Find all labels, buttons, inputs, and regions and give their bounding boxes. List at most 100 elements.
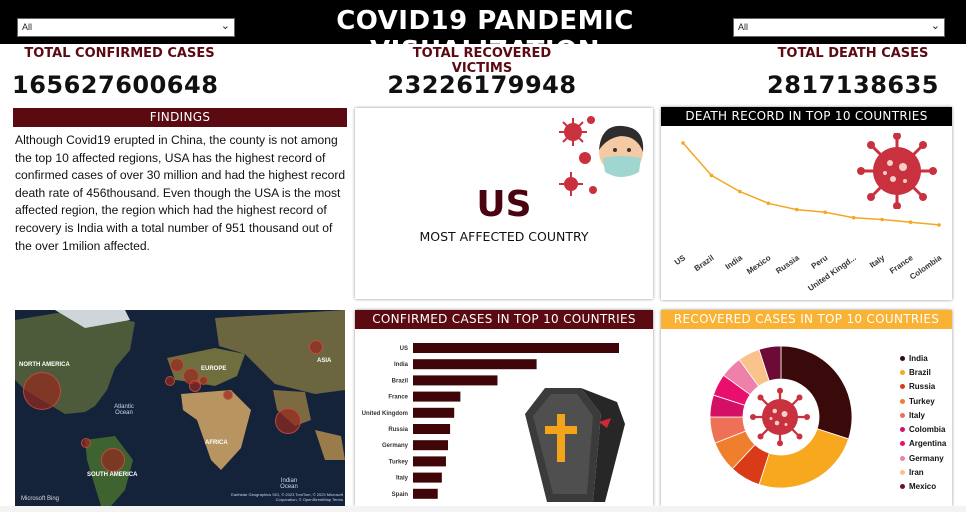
- confirmed-bar[interactable]: [413, 375, 498, 386]
- map-label-north-america: NORTH AMERICA: [19, 362, 70, 368]
- legend-item[interactable]: Turkey: [900, 394, 946, 408]
- legend-swatch: [900, 470, 905, 476]
- legend-swatch: [900, 369, 905, 375]
- recovered-donut-chart[interactable]: [661, 310, 952, 506]
- map-label-atlantic: Atlantic Ocean: [114, 404, 134, 416]
- chevron-down-icon: ⌄: [930, 20, 940, 32]
- legend-item[interactable]: India: [900, 351, 946, 365]
- legend-label: Iran: [909, 468, 924, 478]
- legend-item[interactable]: Iran: [900, 465, 946, 479]
- page-footer-strip: [0, 506, 966, 512]
- confirmed-y-tick-label: Italy: [396, 476, 409, 482]
- death-x-tick-label: Italy: [868, 253, 887, 270]
- legend-label: Russia: [909, 382, 936, 392]
- confirmed-bar[interactable]: [413, 359, 537, 370]
- legend-swatch: [900, 455, 905, 461]
- map-bubble[interactable]: [309, 340, 323, 354]
- death-data-point[interactable]: [738, 189, 742, 194]
- death-record-card[interactable]: DEATH RECORD IN TOP 10 COUNTRIES US Brazi…: [661, 107, 952, 300]
- world-map[interactable]: NORTH AMERICA EUROPE ASIA AFRICA SOUTH A…: [15, 310, 345, 506]
- map-label-south-america: SOUTH AMERICA: [87, 472, 138, 478]
- death-data-point[interactable]: [823, 210, 828, 215]
- confirmed-y-tick-label: Spain: [392, 492, 409, 498]
- most-affected-card[interactable]: US MOST AFFECTED COUNTRY: [355, 108, 653, 299]
- confirmed-cases-card[interactable]: CONFIRMED CASES IN TOP 10 COUNTRIES US In…: [355, 310, 653, 506]
- legend-label: India: [909, 353, 928, 363]
- findings-header: FINDINGS: [13, 108, 347, 127]
- recovered-slice[interactable]: [758, 345, 782, 382]
- legend-item[interactable]: Germany: [900, 451, 946, 465]
- recovered-slice[interactable]: [780, 345, 853, 440]
- kpi-death-value: 2817138635: [767, 71, 939, 99]
- coffin-icon: [525, 388, 625, 502]
- death-x-tick-label: Mexico: [745, 253, 772, 276]
- map-bubble[interactable]: [170, 358, 184, 372]
- death-data-point[interactable]: [794, 207, 799, 212]
- confirmed-bar[interactable]: [413, 424, 451, 434]
- map-copyright: Earthstar Geographics SIO, © 2023 TomTom…: [231, 492, 343, 502]
- map-bubble[interactable]: [101, 448, 125, 472]
- confirmed-bar[interactable]: [413, 407, 455, 418]
- map-label-africa: AFRICA: [205, 440, 228, 446]
- legend-item[interactable]: Argentina: [900, 437, 946, 451]
- death-data-point[interactable]: [709, 173, 714, 178]
- confirmed-y-tick-label: United Kingdom: [362, 411, 408, 417]
- death-data-point[interactable]: [766, 201, 771, 206]
- death-x-tick-label: Brazil: [693, 253, 716, 273]
- confirmed-y-tick-label: India: [394, 362, 409, 368]
- right-filter-value: All: [738, 22, 749, 32]
- death-x-tick-label: Colombia: [908, 253, 943, 282]
- confirmed-bar[interactable]: [413, 488, 438, 499]
- legend-label: Argentina: [909, 439, 947, 449]
- confirmed-bar[interactable]: [413, 472, 442, 483]
- map-bubble[interactable]: [81, 438, 91, 448]
- map-bubble[interactable]: [165, 376, 175, 386]
- death-x-tick-label: US: [673, 253, 688, 267]
- left-filter-dropdown[interactable]: All ⌄: [17, 18, 235, 37]
- death-data-point[interactable]: [851, 215, 856, 220]
- legend-item[interactable]: Italy: [900, 408, 946, 422]
- confirmed-bar[interactable]: [413, 343, 619, 353]
- map-bubble[interactable]: [223, 390, 233, 400]
- confirmed-bar-chart[interactable]: US India Brazil France United Kingdom Russia G…: [355, 310, 653, 506]
- kpi-recovered-value: 23226179948: [387, 71, 577, 99]
- confirmed-y-tick-label: US: [400, 346, 408, 352]
- legend-item[interactable]: Colombia: [900, 422, 946, 436]
- confirmed-bar[interactable]: [413, 391, 461, 402]
- kpi-confirmed-value: 165627600648: [12, 71, 219, 99]
- death-data-point[interactable]: [908, 220, 913, 224]
- legend-swatch: [900, 398, 905, 404]
- confirmed-bar[interactable]: [413, 456, 446, 467]
- legend-item[interactable]: Mexico: [900, 480, 946, 494]
- legend-item[interactable]: Brazil: [900, 365, 946, 379]
- legend-label: Brazil: [909, 367, 931, 377]
- death-line-series[interactable]: [682, 142, 940, 226]
- virus-icon: [857, 133, 937, 209]
- legend-label: Mexico: [909, 482, 937, 492]
- map-bubble[interactable]: [23, 372, 61, 410]
- confirmed-bar[interactable]: [413, 440, 449, 451]
- chevron-down-icon: ⌄: [220, 20, 230, 32]
- death-data-point[interactable]: [937, 223, 941, 227]
- death-x-tick-label: Russia: [774, 253, 801, 276]
- map-bubble[interactable]: [189, 380, 201, 392]
- legend-label: Germany: [909, 453, 944, 463]
- death-chart-title: DEATH RECORD IN TOP 10 COUNTRIES: [661, 107, 952, 126]
- legend-item[interactable]: Russia: [900, 380, 946, 394]
- death-data-point[interactable]: [681, 141, 685, 145]
- title-bar: All ⌄ COVID19 PANDEMIC VISUALIZATION All…: [0, 0, 966, 66]
- map-bubble[interactable]: [199, 376, 208, 385]
- kpi-recovered-label: TOTAL RECOVERED VICTIMS: [412, 46, 552, 76]
- bing-logo: Microsoft Bing: [21, 496, 60, 502]
- legend-swatch: [900, 384, 905, 390]
- map-bubble[interactable]: [275, 408, 301, 434]
- confirmed-y-tick-label: Russia: [388, 427, 408, 433]
- right-filter-dropdown[interactable]: All ⌄: [733, 18, 945, 37]
- confirmed-y-tick-label: Turkey: [389, 459, 409, 465]
- legend-label: Colombia: [909, 425, 946, 435]
- death-x-tick-label: Peru: [810, 253, 830, 271]
- most-affected-country: US: [476, 184, 532, 225]
- death-data-point[interactable]: [880, 217, 884, 222]
